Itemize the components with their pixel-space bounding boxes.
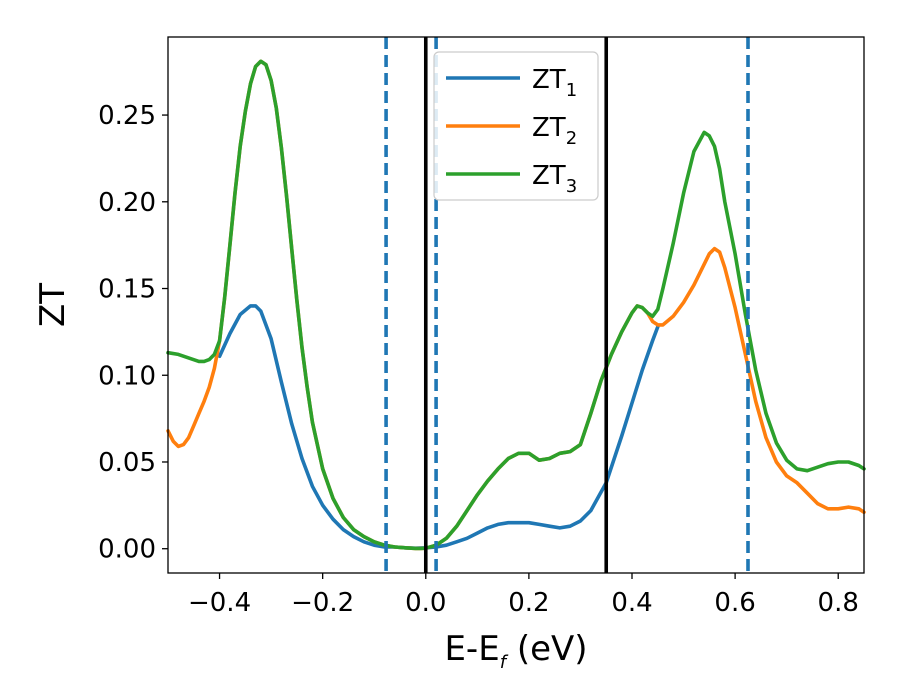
y-tick-label: 0.00 — [98, 535, 156, 565]
y-axis-ticks: 0.00 0.05 0.10 0.15 0.20 0.25 — [98, 101, 168, 565]
series-line-zt3 — [166, 59, 866, 551]
y-tick-label: 0.15 — [98, 275, 156, 305]
x-tick-label: 0.2 — [508, 588, 549, 618]
y-tick-label: 0.05 — [98, 448, 156, 478]
series-line-zt1 — [217, 304, 660, 551]
x-axis-label-main: E-E — [444, 629, 499, 669]
y-tick-label: 0.20 — [98, 188, 156, 218]
x-tick-label: 0.4 — [611, 588, 652, 618]
plot-lines — [166, 59, 866, 551]
x-axis-label-sub: f — [500, 652, 509, 673]
legend-label-zt3: ZT3 — [532, 161, 577, 197]
x-axis-label-unit: (eV) — [506, 629, 588, 669]
x-tick-label: −0.2 — [291, 588, 354, 618]
y-tick-label: 0.10 — [98, 361, 156, 391]
y-tick-label: 0.25 — [98, 101, 156, 131]
legend-label-zt2: ZT2 — [532, 113, 577, 149]
x-axis-label: E-Ef (eV) — [444, 629, 587, 673]
x-tick-label: −0.4 — [188, 588, 251, 618]
legend-label-zt1: ZT1 — [532, 65, 577, 101]
x-axis-ticks: −0.4 −0.2 0.0 0.2 0.4 0.6 0.8 — [188, 573, 859, 618]
plot-frame — [167, 36, 865, 574]
x-tick-label: 0.8 — [818, 588, 859, 618]
y-axis-label: ZT — [33, 283, 73, 327]
legend: ZT1 ZT2 ZT3 — [433, 51, 599, 201]
x-tick-label: 0.6 — [714, 588, 755, 618]
vertical-lines — [384, 37, 750, 573]
x-tick-label: 0.0 — [405, 588, 446, 618]
